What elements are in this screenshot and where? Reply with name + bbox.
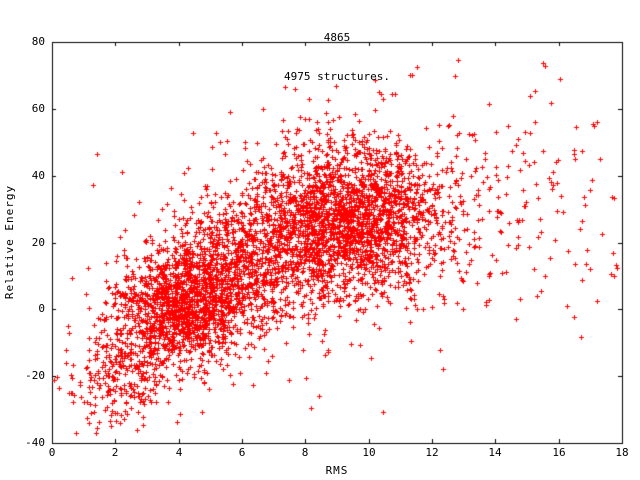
y-tick-label: 60 [31,102,45,115]
chart-title-line1: 4865 [323,31,351,44]
x-tick-label: 4 [175,446,183,459]
x-tick-label: 16 [552,446,566,459]
y-tick-label: 80 [31,35,45,48]
x-tick-label: 12 [425,446,439,459]
x-tick-label: 0 [48,446,56,459]
chart-title-line2: 4975 structures. [284,70,390,83]
x-tick-label: 18 [615,446,629,459]
chart-title: 4865 4975 structures. [52,5,622,109]
y-tick-label: 0 [38,302,45,315]
y-tick-label: 20 [31,236,45,249]
x-axis-title: RMS [325,464,349,477]
x-tick-label: 10 [362,446,376,459]
y-tick-label: 40 [31,169,45,182]
x-tick-label: 8 [301,446,309,459]
y-tick-label: -40 [25,436,45,449]
y-tick-label: -20 [25,369,45,382]
x-tick-label: 2 [111,446,119,459]
x-tick-label: 6 [238,446,246,459]
x-tick-label: 14 [488,446,502,459]
